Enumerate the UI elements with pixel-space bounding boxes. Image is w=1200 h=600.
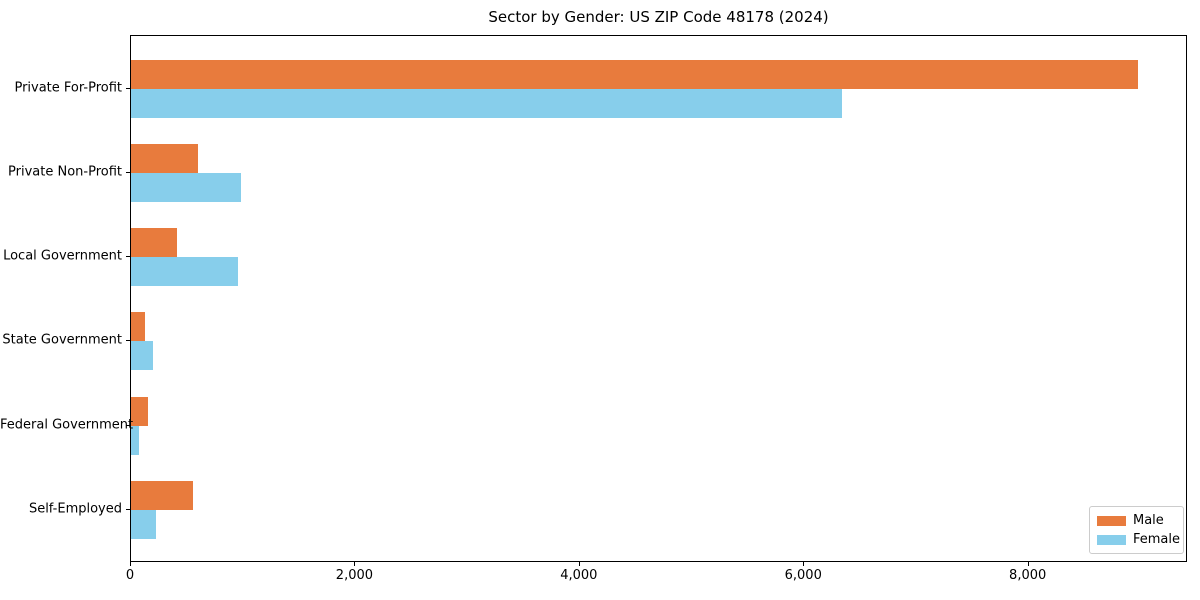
bar-female-local-government [131, 257, 239, 287]
plot-area [130, 35, 1187, 562]
bar-male-private-non-profit [131, 144, 198, 173]
legend-item-female: Female [1097, 532, 1180, 547]
x-tick-mark [578, 562, 580, 566]
y-tick-label-private-for-profit: Private For-Profit [14, 80, 122, 96]
y-tick-label-federal-government: Federal Government [0, 417, 134, 433]
legend-swatch-female [1097, 534, 1126, 545]
x-tick-label-6-000: 6,000 [784, 568, 822, 583]
bar-female-private-non-profit [131, 173, 241, 202]
y-tick-label-self-employed: Self-Employed [28, 501, 122, 517]
bar-male-local-government [131, 228, 177, 258]
y-tick-label-state-government: State Government [2, 332, 122, 348]
bar-male-private-for-profit [131, 59, 1138, 89]
legend-label-male: Male [1133, 512, 1164, 528]
bar-female-state-government [131, 341, 154, 371]
chart-title: Sector by Gender: US ZIP Code 48178 (202… [488, 8, 829, 26]
bar-male-federal-government [131, 396, 148, 426]
x-tick-mark [803, 562, 805, 566]
x-tick-label-8-000: 8,000 [1009, 568, 1047, 583]
x-tick-mark [130, 562, 131, 566]
y-tick-mark [126, 172, 130, 173]
x-tick-label-0: 0 [125, 568, 135, 583]
legend: Male Female [1089, 506, 1184, 554]
y-tick-mark [126, 425, 130, 426]
legend-label-female: Female [1133, 531, 1181, 547]
bar-female-federal-government [131, 425, 139, 455]
bar-female-private-for-profit [131, 88, 843, 118]
legend-item-male: Male [1097, 512, 1176, 528]
y-tick-mark [126, 256, 130, 257]
legend-swatch-male [1097, 515, 1126, 526]
x-tick-label-4-000: 4,000 [560, 568, 598, 583]
x-tick-label-2-000: 2,000 [335, 568, 374, 583]
y-tick-mark [126, 340, 130, 341]
bar-male-self-employed [131, 480, 193, 510]
bar-female-self-employed [131, 509, 156, 539]
x-tick-mark [354, 562, 356, 566]
y-tick-mark [126, 509, 130, 510]
x-tick-mark [1027, 562, 1029, 566]
y-tick-mark [126, 88, 130, 89]
y-tick-label-private-non-profit: Private Non-Profit [8, 164, 122, 180]
y-tick-label-local-government: Local Government [3, 248, 122, 264]
bar-male-state-government [131, 312, 146, 342]
